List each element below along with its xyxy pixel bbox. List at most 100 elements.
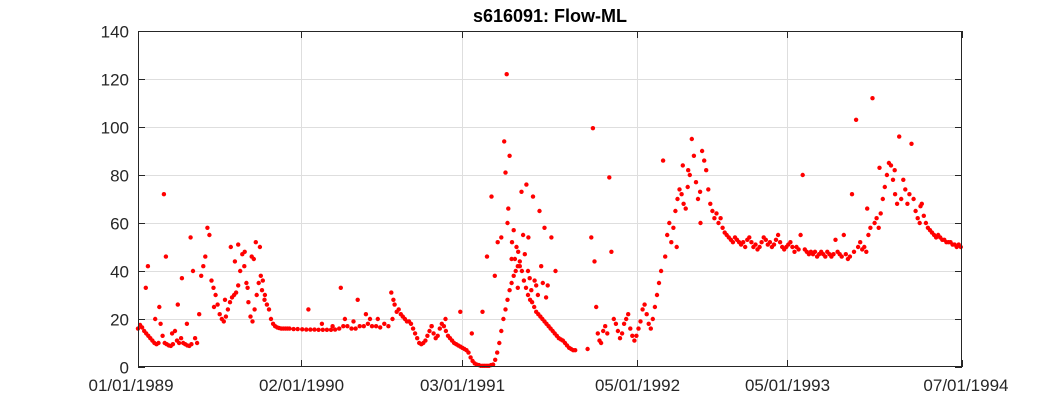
data-point	[741, 240, 746, 245]
data-point	[170, 342, 176, 347]
data-point	[890, 177, 896, 182]
data-point	[345, 324, 350, 329]
data-point	[888, 163, 894, 168]
data-point	[663, 254, 668, 259]
data-point	[437, 326, 442, 331]
data-point	[535, 292, 541, 298]
data-point	[160, 333, 165, 338]
data-point	[466, 350, 471, 355]
data-point	[242, 264, 247, 269]
data-point	[260, 278, 265, 283]
data-point	[839, 254, 844, 259]
data-point	[251, 256, 256, 262]
data-point	[382, 321, 387, 326]
data-point	[812, 249, 818, 254]
data-point	[702, 158, 707, 163]
data-point	[619, 331, 625, 336]
y-tick-label: 140	[101, 23, 129, 42]
x-tick-label: 03/01/1991	[420, 376, 505, 395]
data-point	[490, 362, 496, 367]
data-point	[759, 240, 764, 245]
data-point	[254, 292, 259, 298]
data-point	[573, 348, 578, 353]
data-point	[304, 327, 309, 332]
data-point	[613, 321, 619, 326]
data-point	[408, 321, 414, 326]
data-point	[757, 244, 762, 250]
data-point	[242, 249, 247, 254]
data-point	[632, 338, 637, 343]
data-point	[378, 325, 383, 330]
data-point	[537, 208, 542, 214]
data-point	[679, 192, 684, 197]
data-point	[847, 254, 853, 259]
data-point	[527, 276, 532, 281]
data-point	[517, 259, 522, 264]
data-point	[788, 240, 793, 245]
data-point	[743, 244, 748, 250]
data-point	[532, 278, 537, 283]
y-tick-label: 60	[110, 215, 129, 234]
data-point	[312, 327, 317, 332]
data-point	[652, 304, 658, 310]
data-point	[158, 321, 163, 326]
data-point	[669, 240, 674, 245]
data-point	[221, 319, 226, 324]
data-point	[691, 153, 697, 158]
data-point	[892, 192, 898, 197]
data-point	[901, 177, 906, 182]
data-point	[341, 324, 346, 329]
chart-title: s616091: Flow-ML	[473, 6, 627, 26]
data-point	[843, 252, 848, 257]
data-point	[330, 324, 335, 329]
data-point	[851, 249, 857, 254]
data-point	[503, 307, 508, 312]
data-point	[831, 252, 836, 257]
data-point	[513, 268, 518, 274]
data-point	[213, 292, 218, 298]
data-point	[673, 208, 678, 214]
data-point	[716, 220, 721, 226]
data-point	[636, 326, 641, 331]
data-point	[324, 327, 330, 332]
y-tick-label: 80	[110, 167, 129, 186]
data-point	[520, 232, 526, 238]
data-point	[266, 307, 272, 312]
data-point	[858, 240, 863, 245]
data-point	[502, 139, 507, 144]
data-point	[506, 206, 511, 211]
data-point	[884, 172, 890, 178]
data-point	[458, 309, 463, 314]
data-point	[320, 327, 325, 332]
data-point	[771, 242, 777, 247]
data-point	[143, 285, 148, 290]
data-point	[862, 244, 867, 250]
data-point	[907, 192, 912, 197]
data-point	[539, 264, 544, 269]
data-point	[800, 172, 805, 178]
data-point	[431, 331, 436, 336]
data-point	[598, 340, 604, 346]
data-point	[894, 201, 900, 206]
data-point	[777, 240, 783, 245]
data-point	[499, 235, 504, 240]
data-point	[674, 244, 679, 250]
data-point	[849, 192, 855, 197]
data-point	[642, 302, 647, 307]
data-point	[646, 321, 651, 326]
data-point	[236, 283, 241, 288]
grid-lines	[138, 31, 962, 367]
data-point	[773, 237, 779, 242]
data-point	[660, 158, 666, 163]
data-point	[909, 141, 914, 146]
data-point	[287, 326, 292, 331]
data-point	[332, 327, 338, 332]
data-point	[917, 220, 922, 226]
data-point	[923, 220, 929, 226]
data-point	[796, 247, 801, 252]
data-point	[501, 316, 506, 322]
data-point	[872, 220, 877, 226]
data-point	[511, 273, 516, 278]
data-point	[176, 340, 182, 346]
data-point	[918, 204, 923, 209]
